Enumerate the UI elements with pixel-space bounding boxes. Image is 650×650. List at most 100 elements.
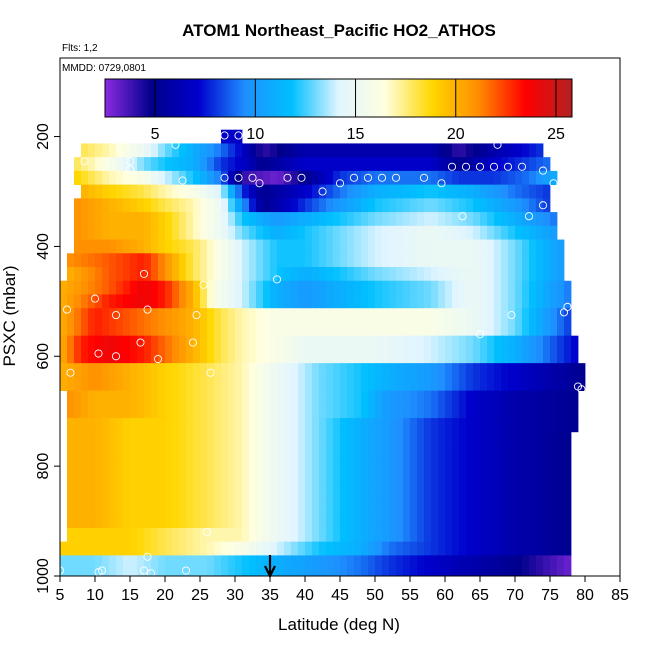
heatmap-cell (571, 349, 579, 364)
heatmap-cell (424, 569, 432, 576)
heatmap-cell (564, 418, 572, 433)
heatmap-cell (130, 541, 138, 556)
heatmap-cell (557, 390, 565, 405)
heatmap-cell (410, 445, 418, 460)
heatmap-cell (67, 473, 75, 488)
heatmap-cell (186, 473, 194, 488)
heatmap-cell (263, 431, 271, 446)
heatmap-cell (291, 308, 299, 323)
heatmap-cell (137, 431, 145, 446)
heatmap-cell (60, 321, 68, 337)
heatmap-cell (389, 569, 397, 576)
heatmap-cell (319, 143, 327, 158)
heatmap-cell (179, 514, 187, 529)
heatmap-cell (403, 363, 411, 378)
heatmap-cell (403, 253, 411, 268)
heatmap-cell (473, 418, 481, 433)
heatmap-cell (326, 418, 334, 433)
heatmap-cell (102, 514, 110, 529)
heatmap-cell (473, 157, 481, 172)
heatmap-cell (165, 280, 173, 295)
heatmap-cell (172, 363, 180, 378)
heatmap-cell (319, 225, 327, 240)
heatmap-cell (361, 569, 369, 576)
heatmap-cell (242, 527, 250, 543)
heatmap-cell (109, 321, 117, 337)
heatmap-cell (354, 253, 362, 268)
heatmap-cell (81, 157, 89, 172)
heatmap-cell (319, 198, 327, 213)
heatmap-cell (228, 500, 236, 515)
heatmap-cell (74, 431, 82, 446)
heatmap-cell (410, 308, 418, 323)
heatmap-cell (235, 541, 243, 556)
heatmap-cell (291, 170, 299, 186)
heatmap-cell (368, 239, 376, 254)
heatmap-cell (298, 253, 306, 268)
heatmap-cell (424, 473, 432, 488)
heatmap-cell (312, 321, 320, 337)
heatmap-cell (312, 184, 320, 199)
heatmap-cell (235, 527, 243, 543)
heatmap-cell (417, 390, 425, 405)
heatmap-cell (522, 569, 530, 576)
heatmap-cell (431, 349, 439, 364)
heatmap-cell (487, 390, 495, 405)
heatmap-cell (67, 541, 75, 556)
heatmap-cell (256, 212, 264, 227)
heatmap-cell (200, 473, 208, 488)
heatmap-cell (207, 225, 215, 240)
heatmap-cell (438, 225, 446, 240)
heatmap-cell (417, 308, 425, 323)
heatmap-cell (543, 349, 551, 364)
heatmap-cell (228, 349, 236, 364)
heatmap-cell (347, 157, 355, 172)
heatmap-cell (473, 143, 481, 158)
heatmap-cell (410, 335, 418, 350)
heatmap-cell (480, 280, 488, 295)
heatmap-cell (410, 349, 418, 364)
heatmap-cell (354, 527, 362, 543)
heatmap-cell (466, 184, 474, 199)
heatmap-cell (529, 418, 537, 433)
heatmap-cell (263, 555, 271, 570)
heatmap-cell (508, 514, 516, 529)
heatmap-cell (480, 569, 488, 576)
heatmap-cell (151, 198, 159, 213)
heatmap-cell (67, 349, 75, 364)
heatmap-cell (312, 404, 320, 419)
heatmap-cell (333, 157, 341, 172)
heatmap-cell (403, 225, 411, 240)
heatmap-cell (536, 157, 544, 172)
heatmap-cell (235, 225, 243, 240)
heatmap-cell (277, 500, 285, 515)
heatmap-cell (74, 212, 82, 227)
heatmap-cell (312, 212, 320, 227)
heatmap-cell (375, 280, 383, 295)
heatmap-cell (151, 170, 159, 186)
heatmap-cell (179, 308, 187, 323)
heatmap-cell (438, 184, 446, 199)
heatmap-cell (557, 555, 565, 570)
heatmap-cell (522, 431, 530, 446)
heatmap-cell (333, 486, 341, 501)
heatmap-cell (382, 569, 390, 576)
heatmap-cell (263, 143, 271, 158)
heatmap-cell (424, 390, 432, 405)
heatmap-cell (158, 253, 166, 268)
heatmap-cell (501, 541, 509, 556)
heatmap-cell (67, 418, 75, 433)
heatmap-cell (95, 212, 103, 227)
observation-point (391, 173, 401, 182)
heatmap-cell (459, 143, 467, 158)
heatmap-cell (522, 212, 530, 227)
heatmap-cell (445, 294, 453, 309)
heatmap-cell (452, 459, 460, 474)
heatmap-cell (102, 527, 110, 543)
heatmap-cell (473, 253, 481, 268)
heatmap-cell (382, 363, 390, 378)
heatmap-cell (522, 418, 530, 433)
heatmap-cell (151, 212, 159, 227)
observation-point (178, 176, 187, 185)
heatmap-cell (242, 143, 250, 158)
